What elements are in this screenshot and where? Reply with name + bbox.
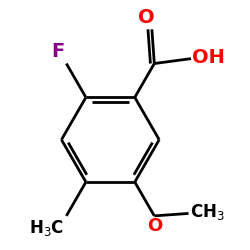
Text: F: F	[51, 42, 64, 61]
Text: CH$_3$: CH$_3$	[190, 202, 224, 222]
Text: O: O	[147, 217, 162, 235]
Text: OH: OH	[192, 48, 225, 67]
Text: O: O	[138, 8, 155, 27]
Text: H$_3$C: H$_3$C	[29, 218, 64, 238]
